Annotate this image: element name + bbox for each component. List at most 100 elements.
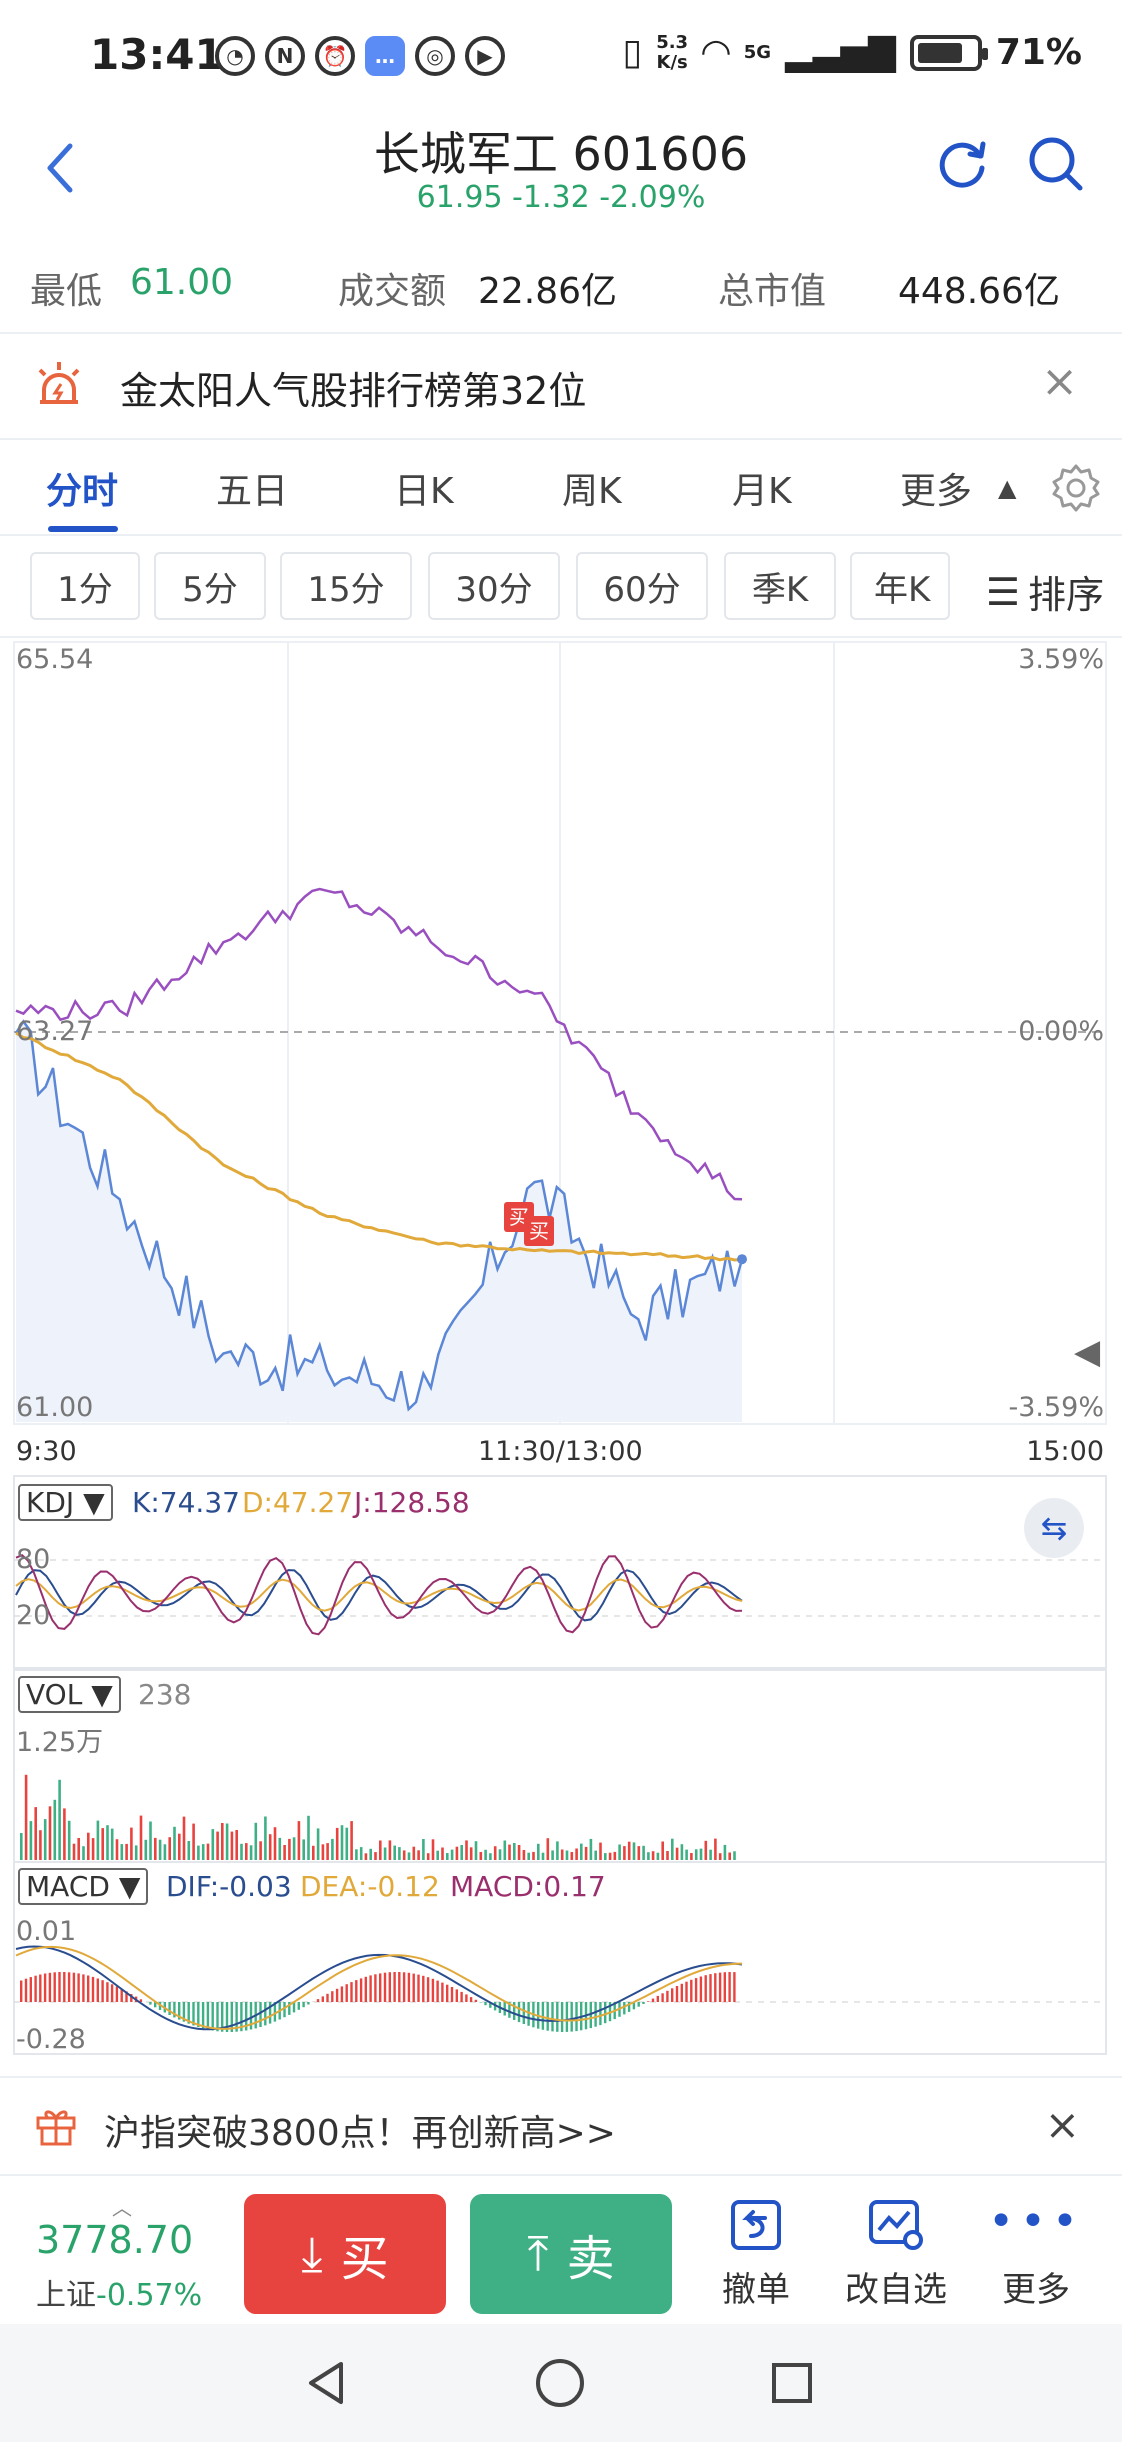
expand-caret-icon[interactable]: ︿: [112, 2196, 132, 2220]
pct-high-label: 3.59%: [1018, 644, 1104, 675]
index-change[interactable]: 上证-0.57%: [36, 2278, 203, 2313]
volume-bar: [417, 1850, 420, 1860]
kdj-k: K:74.37: [132, 1486, 240, 1519]
tab-more[interactable]: 更多: [900, 471, 973, 512]
buy-marker[interactable]: 买: [524, 1216, 554, 1246]
volume-bar: [211, 1829, 215, 1860]
chip-1min[interactable]: 1分: [30, 552, 140, 620]
macd-bar: [671, 1988, 674, 2002]
macd-bar: [335, 1988, 339, 2002]
message-icon: …: [365, 36, 405, 76]
notification-icons: ◔ N ⏰ … ◎ ▶: [215, 36, 505, 76]
volume-bar: [345, 1827, 349, 1860]
macd-bar: [474, 1999, 478, 2002]
time-end-label: 15:00: [1026, 1436, 1104, 1467]
volume-bar: [723, 1844, 727, 1860]
signal-icon: ▂▃▅▇: [785, 32, 896, 73]
time-mid-label: 11:30/13:00: [478, 1436, 643, 1467]
search-icon[interactable]: [1024, 132, 1088, 196]
sort-button[interactable]: ☰ 排序: [985, 569, 1104, 618]
macd-selector[interactable]: MACD ▼: [18, 1868, 149, 1905]
volume-bar: [77, 1838, 80, 1860]
volume-bar: [426, 1853, 430, 1860]
volume-bar: [39, 1830, 42, 1860]
chip-15min[interactable]: 15分: [280, 552, 412, 620]
tab-intraday[interactable]: 分时: [46, 471, 119, 512]
nav-recents-icon[interactable]: [752, 2348, 832, 2418]
volume-bar: [63, 1808, 66, 1860]
tab-weekly-k[interactable]: 周K: [562, 471, 622, 512]
more-button[interactable]: ••• 更多: [976, 2196, 1096, 2311]
macd-max-label: 0.01: [16, 1916, 77, 1947]
menu-lines-icon: ☰: [985, 569, 1020, 614]
macd-bar: [58, 1972, 61, 2002]
macd-bar: [130, 1994, 133, 2002]
volume-bar: [522, 1850, 526, 1860]
alarm-icon: ⏰: [315, 36, 355, 76]
cancel-order-icon: [696, 2196, 816, 2256]
volume-bar: [675, 1847, 679, 1860]
price-low-label: 61.00: [16, 1392, 94, 1423]
stock-header: 长城军工 601606 61.95 -1.32 -2.09%: [0, 118, 1122, 230]
macd-bar: [182, 2002, 186, 2022]
volume-bar: [307, 1815, 310, 1860]
app-notification-icon: ◔: [215, 36, 255, 76]
vol-selector[interactable]: VOL ▼: [18, 1676, 121, 1713]
collapse-arrow-icon[interactable]: ◀: [1074, 1332, 1101, 1372]
promo-close-icon[interactable]: ×: [1044, 2100, 1080, 2149]
back-icon[interactable]: [40, 138, 80, 212]
chip-60min[interactable]: 60分: [576, 552, 708, 620]
divider: [0, 534, 1122, 536]
chip-5min[interactable]: 5分: [154, 552, 266, 620]
refresh-icon[interactable]: [932, 134, 992, 194]
chip-year-k[interactable]: 年K: [850, 552, 950, 620]
switch-indicator-icon[interactable]: ⇆: [1024, 1498, 1084, 1558]
volume-bar: [580, 1843, 583, 1860]
chart-area[interactable]: 65.54 3.59% 63.27 0.00% 61.00 -3.59% 9:3…: [0, 640, 1122, 2070]
macd-bar: [297, 2002, 300, 2010]
volume-bar: [216, 1831, 219, 1860]
macd-bar: [331, 1991, 334, 2002]
settings-gear-icon[interactable]: [1050, 462, 1102, 518]
divider: [0, 438, 1122, 440]
nav-home-icon[interactable]: [520, 2348, 600, 2418]
edit-watchlist-button[interactable]: 改自选: [836, 2196, 956, 2311]
volume-bar: [173, 1826, 176, 1860]
volume-bar: [288, 1838, 291, 1860]
kdj-j-line: [15, 1554, 743, 1636]
macd-bar: [426, 1977, 430, 2002]
chip-30min[interactable]: 30分: [428, 552, 560, 620]
volume-bar: [589, 1838, 593, 1860]
kdj-d: D:47.27: [242, 1486, 354, 1519]
promo-banner[interactable]: 沪指突破3800点！再创新高>> ×: [0, 2080, 1122, 2176]
average-price-line: [15, 1031, 743, 1262]
macd-dif: DIF:-0.03: [166, 1870, 292, 1903]
banner-close-icon[interactable]: ×: [1041, 356, 1078, 407]
macd-bar: [302, 2002, 305, 2008]
volume-bar: [154, 1837, 157, 1860]
cancel-order-button[interactable]: 撤单: [696, 2196, 816, 2311]
macd-bar: [359, 1978, 363, 2002]
volume-bar: [283, 1845, 286, 1860]
volume-bar: [402, 1850, 406, 1860]
price-mid-label: 63.27: [16, 1016, 94, 1047]
volume-bar: [479, 1852, 483, 1860]
sell-button[interactable]: ⤒ 卖: [470, 2194, 672, 2314]
last-price-dot: [737, 1254, 747, 1265]
tab-five-day[interactable]: 五日: [216, 471, 289, 512]
index-value[interactable]: 3778.70: [36, 2218, 194, 2262]
volume-bar: [245, 1843, 248, 1860]
macd-bar: [139, 1999, 143, 2002]
chip-season-k[interactable]: 季K: [724, 552, 836, 620]
nfc-icon: N: [265, 36, 305, 76]
macd-bar: [216, 2002, 219, 2032]
volume-bar: [680, 1844, 684, 1860]
nav-back-icon[interactable]: [286, 2348, 366, 2418]
kdj-selector[interactable]: KDJ ▼: [18, 1484, 113, 1521]
buy-button[interactable]: ⤓ 买: [244, 2194, 446, 2314]
pct-mid-label: 0.00%: [1018, 1016, 1104, 1047]
tab-monthly-k[interactable]: 月K: [732, 471, 792, 512]
macd-bar: [240, 2002, 243, 2032]
tab-daily-k[interactable]: 日K: [394, 471, 454, 512]
ranking-banner[interactable]: 金太阳人气股排行榜第32位 ×: [0, 336, 1122, 440]
